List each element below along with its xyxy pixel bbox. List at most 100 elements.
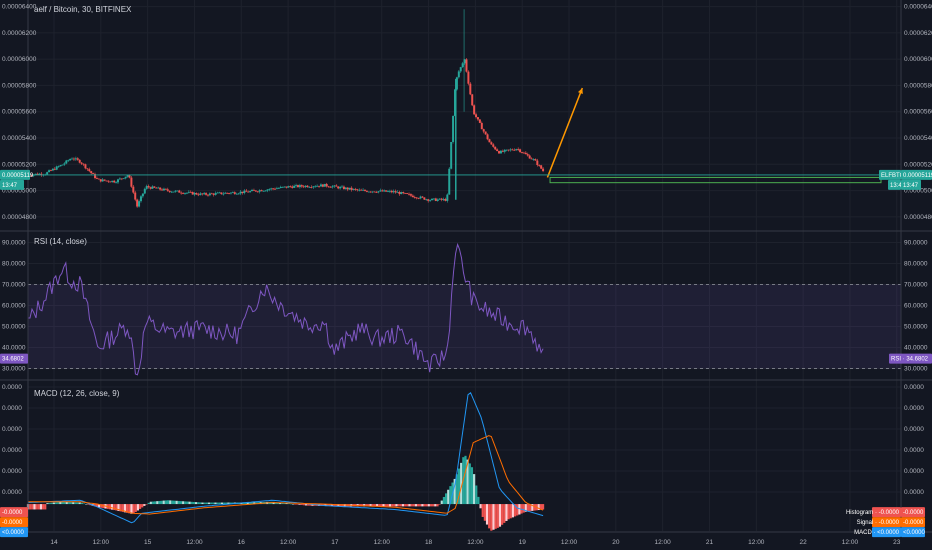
candle-body	[116, 179, 119, 183]
macd-left-label: 0.0000	[2, 405, 22, 412]
candle-body	[241, 191, 244, 194]
histogram-bar	[453, 478, 456, 505]
candle-body	[296, 185, 299, 188]
macd-right-label: 0.0000	[904, 384, 924, 391]
histogram-bar	[449, 486, 452, 505]
histogram-bar	[223, 502, 226, 505]
candle-body	[105, 180, 108, 182]
histogram-bar	[149, 501, 152, 505]
right-price-axis[interactable]: 0.00006400 0.00006200 0.00006000 0.00005800…	[904, 4, 932, 496]
candle-body	[446, 194, 449, 201]
histogram-bar	[102, 504, 105, 509]
price-grid	[28, 0, 901, 531]
rsi-left-label: 50.0000	[2, 324, 26, 331]
candle-body	[360, 189, 363, 191]
candle-body	[224, 192, 227, 194]
candle-body	[189, 191, 192, 193]
candle-body	[153, 186, 156, 188]
histogram-bar	[194, 502, 198, 505]
candle-body	[536, 160, 539, 166]
candle-body	[321, 184, 324, 187]
histogram-bar	[199, 502, 202, 505]
candle-body	[293, 185, 296, 188]
histogram-bar	[143, 504, 146, 506]
macd-left-tag: -0.0000	[2, 520, 23, 526]
candle-body	[467, 71, 470, 84]
candle-body	[331, 186, 334, 188]
candle-body	[136, 199, 139, 207]
candle-body	[314, 186, 317, 188]
axis-tags: 0.0000511913:47ELFBTC0.0000511913:4713:4…	[0, 169, 932, 538]
time-axis[interactable]: 14 12:00 15 12:00 16 12:00 17 12:00 18 12:00 19 12:…	[50, 539, 900, 546]
left-current-price-tag-bg	[0, 169, 30, 180]
candle-body	[270, 188, 273, 190]
candle-body	[203, 193, 206, 195]
price-panel[interactable]: aelf / Bitcoin, 30, BITFINEX	[27, 0, 901, 531]
histogram-bar	[82, 503, 86, 505]
histogram-bar	[485, 504, 489, 525]
histogram-bar	[479, 504, 482, 509]
candle-body	[415, 197, 418, 199]
histogram-bar	[72, 502, 75, 505]
histogram-bar	[285, 503, 288, 505]
histogram-bar	[98, 504, 101, 508]
candle-body	[507, 149, 510, 151]
histogram-bar	[147, 502, 150, 505]
candle-body	[455, 77, 458, 90]
candle-body	[503, 149, 506, 152]
candle-body	[69, 158, 72, 161]
candle-body	[390, 190, 393, 193]
candle-body	[486, 134, 489, 140]
candle-body	[356, 189, 359, 191]
candle-body	[379, 190, 382, 192]
histogram-bar	[526, 504, 530, 512]
histogram-bar	[412, 504, 415, 507]
candle-body	[398, 191, 401, 195]
support-zone[interactable]	[549, 176, 882, 184]
macd-panel[interactable]: MACD (12, 26, close, 9)	[26, 389, 545, 531]
candle-body	[459, 67, 462, 72]
rsi-panel[interactable]: RSI (14, close)	[28, 237, 901, 376]
candle-body	[46, 172, 49, 175]
histogram-bar	[427, 504, 430, 507]
histogram-bar	[395, 504, 398, 507]
right-price-label: 0.00005400	[904, 135, 932, 142]
macd-right-label: 0.0000	[904, 468, 924, 475]
histogram-bar	[220, 502, 224, 505]
macd-left-tag: -0.0000	[2, 510, 23, 516]
histogram-bar	[509, 504, 512, 519]
candle-body	[526, 154, 529, 156]
candle-body	[30, 175, 33, 177]
candle-body	[228, 193, 231, 194]
projection-arrow[interactable]	[546, 87, 584, 178]
rsi-left-label: 60.0000	[2, 303, 26, 310]
candle-body	[521, 152, 524, 153]
candle-body	[316, 185, 319, 187]
candle-body	[170, 191, 173, 193]
candle-body	[432, 198, 435, 200]
left-countdown-tag: 13:47	[2, 183, 18, 189]
macd-right-value-tag: -0.0000	[903, 510, 924, 516]
candle-body	[498, 151, 501, 154]
candle-body	[159, 187, 162, 190]
candle-body	[434, 198, 437, 201]
left-price-axis[interactable]: 0.00006400 0.00006200 0.00006000 0.00005800…	[2, 4, 37, 496]
candle-body	[423, 197, 426, 200]
histogram-bar	[160, 500, 163, 505]
candle-body	[298, 185, 301, 188]
candle-body	[453, 89, 456, 116]
histogram-bar	[513, 504, 517, 517]
candle-body	[513, 149, 516, 151]
histogram-bar	[31, 504, 34, 510]
candle-body	[184, 192, 187, 194]
rsi-right-label: 30.0000	[904, 366, 928, 373]
candle-body	[80, 162, 83, 164]
candle-body	[386, 191, 389, 193]
signal-line	[28, 435, 544, 515]
candle-body	[339, 186, 342, 189]
histogram-bar	[154, 501, 157, 505]
time-label: 14	[50, 539, 58, 546]
histogram-bar	[537, 504, 540, 511]
candle-body	[126, 175, 129, 177]
